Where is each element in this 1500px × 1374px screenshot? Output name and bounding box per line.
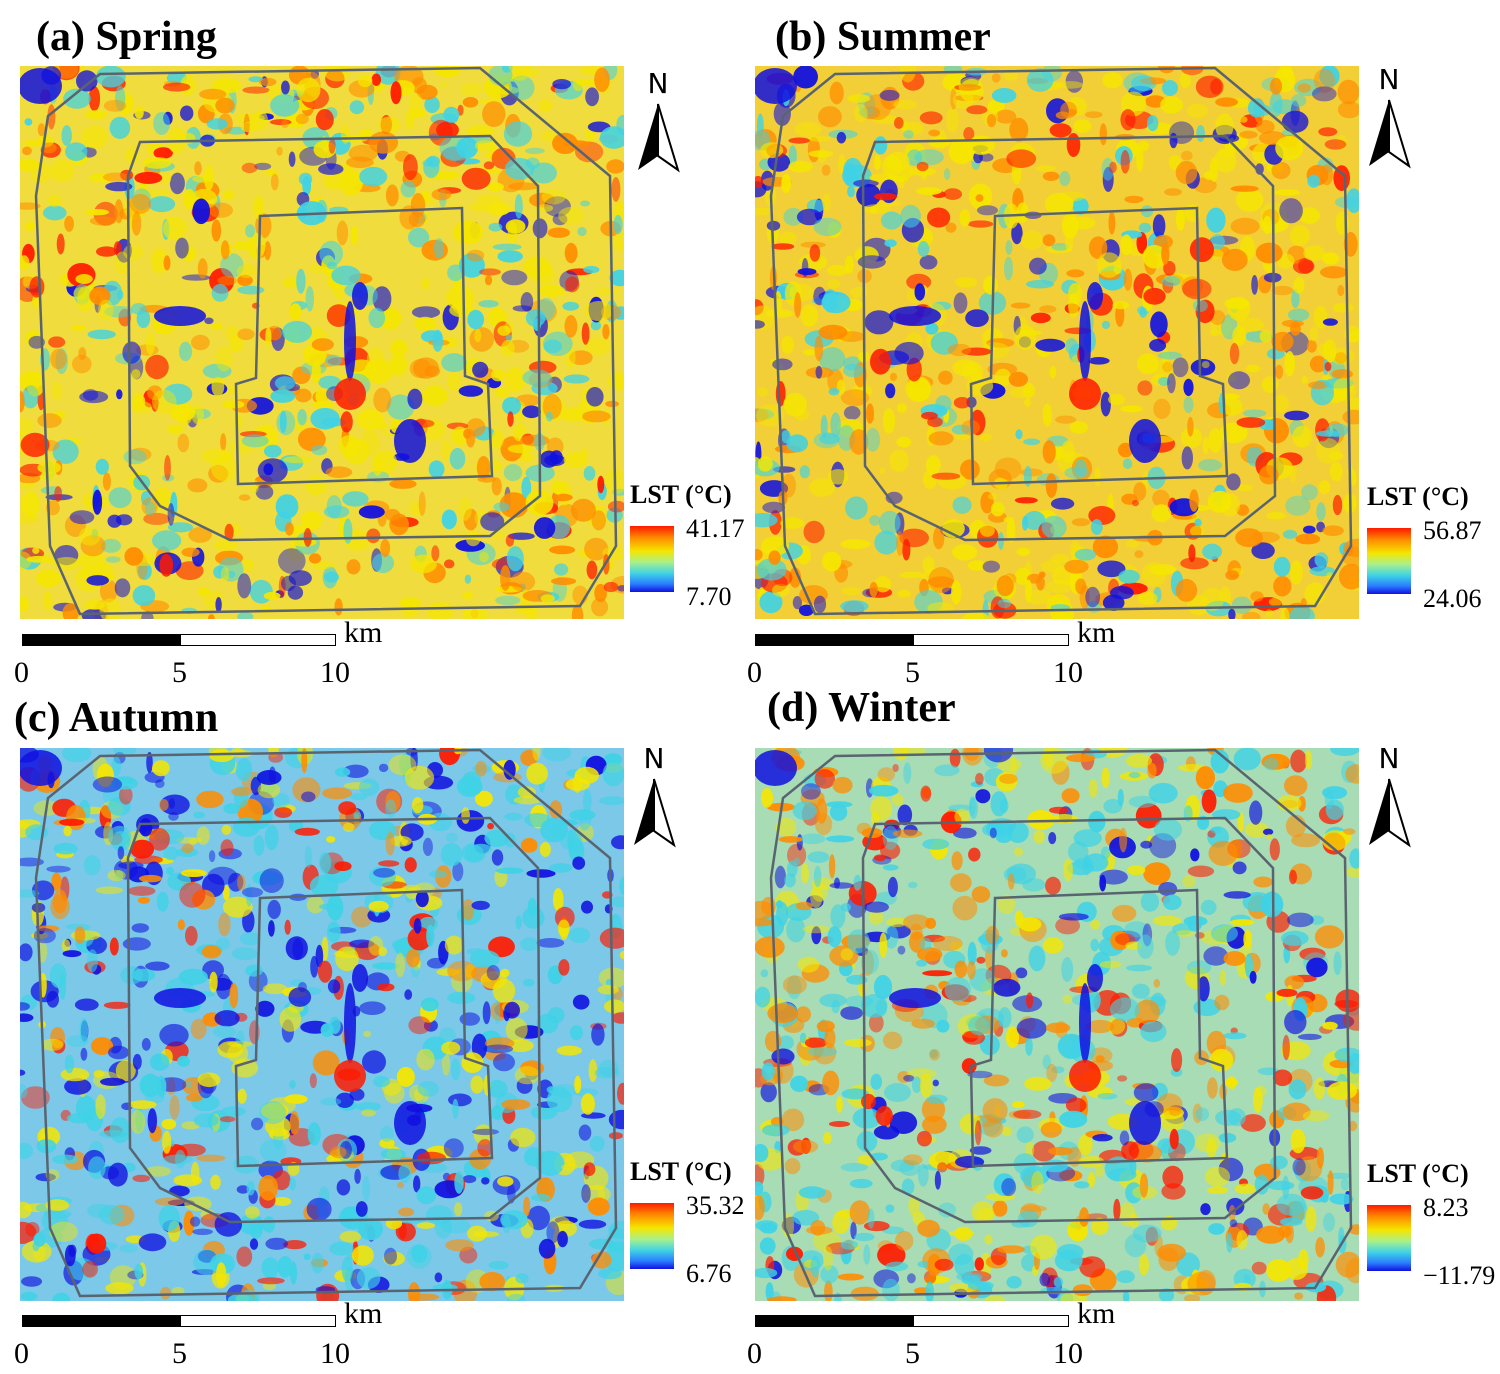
legend-max-value: 41.17 bbox=[686, 514, 745, 543]
lst-map-summer bbox=[755, 66, 1359, 619]
scale-bar: km 0 5 10 bbox=[747, 616, 1155, 690]
legend-min-value: 24.06 bbox=[1423, 584, 1482, 613]
scale-tick-10: 10 bbox=[1053, 1337, 1083, 1370]
legend-color-ramp bbox=[630, 1203, 674, 1269]
legend-min-value: 7.70 bbox=[686, 582, 732, 611]
legend-color-ramp bbox=[1367, 1205, 1411, 1271]
scale-unit: km bbox=[344, 1297, 383, 1330]
scale-tick-5: 5 bbox=[172, 656, 187, 689]
north-arrow-icon bbox=[1369, 778, 1411, 848]
legend-title: LST (°C) bbox=[1367, 1159, 1469, 1188]
panel-spring: (a) Spring N LST (°C) 41.17 7.70 km 0 5 … bbox=[0, 0, 750, 690]
ring-road-inner bbox=[969, 206, 1229, 486]
legend-max-value: 8.23 bbox=[1423, 1193, 1469, 1222]
north-label: N bbox=[1378, 63, 1400, 96]
ring-roads bbox=[34, 748, 618, 1298]
legend-min-value: −11.79 bbox=[1423, 1261, 1496, 1290]
lakes bbox=[20, 750, 426, 1145]
scale-bar: km 0 5 10 bbox=[14, 616, 422, 690]
scale-tick-5: 5 bbox=[905, 656, 920, 689]
scale-tick-0: 0 bbox=[14, 1337, 29, 1370]
scale-bar-white-segment bbox=[180, 1315, 336, 1327]
north-label: N bbox=[1378, 742, 1400, 775]
lst-raster-summer bbox=[755, 66, 1359, 619]
legend-max-value: 56.87 bbox=[1423, 516, 1482, 545]
lst-texture bbox=[20, 748, 624, 1301]
scale-tick-5: 5 bbox=[172, 1337, 187, 1370]
scale-unit: km bbox=[1077, 616, 1116, 649]
lakes bbox=[20, 68, 426, 463]
ring-road-outer bbox=[769, 66, 1353, 616]
ring-roads bbox=[769, 66, 1353, 616]
legend-title: LST (°C) bbox=[1367, 482, 1469, 511]
scale-tick-0: 0 bbox=[14, 656, 29, 689]
lakes bbox=[755, 750, 1161, 1145]
scale-unit: km bbox=[344, 616, 383, 649]
panel-winter: (d) Winter N LST (°C) 8.23 −11.79 km 0 5… bbox=[735, 685, 1495, 1374]
panel-summer: (b) Summer N LST (°C) 56.87 24.06 km 0 5… bbox=[735, 0, 1485, 690]
panel-title: (c) Autumn bbox=[14, 695, 219, 741]
scale-bar-black-segment bbox=[755, 1315, 915, 1327]
scale-tick-10: 10 bbox=[320, 1337, 350, 1370]
scale-tick-0: 0 bbox=[747, 1337, 762, 1370]
ring-road-middle bbox=[126, 816, 542, 1224]
north-arrow-icon bbox=[1369, 99, 1411, 169]
lst-legend: LST (°C) 56.87 24.06 bbox=[1367, 482, 1497, 622]
lst-raster-winter bbox=[755, 748, 1359, 1301]
north-label: N bbox=[647, 67, 669, 100]
scale-unit: km bbox=[1077, 1297, 1116, 1330]
lst-legend: LST (°C) 41.17 7.70 bbox=[630, 480, 760, 620]
ring-road-inner bbox=[234, 888, 494, 1168]
legend-max-value: 35.32 bbox=[686, 1191, 745, 1220]
ring-road-inner bbox=[969, 888, 1229, 1168]
scale-bar-black-segment bbox=[22, 1315, 182, 1327]
north-arrow-icon bbox=[634, 778, 676, 848]
scale-bar-white-segment bbox=[913, 634, 1069, 646]
scale-bar: km 0 5 10 bbox=[747, 1297, 1155, 1371]
north-arrow: N bbox=[634, 70, 694, 180]
ring-roads bbox=[34, 66, 618, 616]
north-arrow: N bbox=[630, 745, 690, 855]
legend-title: LST (°C) bbox=[630, 1157, 732, 1186]
scale-tick-10: 10 bbox=[1053, 656, 1083, 689]
lst-map-autumn bbox=[20, 748, 624, 1301]
scale-bar-black-segment bbox=[22, 634, 182, 646]
legend-color-ramp bbox=[1367, 528, 1411, 594]
lst-map-spring bbox=[20, 66, 624, 619]
scale-tick-10: 10 bbox=[320, 656, 350, 689]
panel-title: (a) Spring bbox=[36, 14, 217, 60]
ring-road-outer bbox=[34, 66, 618, 616]
scale-tick-0: 0 bbox=[747, 656, 762, 689]
north-arrow-icon bbox=[638, 103, 680, 173]
panel-title: (d) Winter bbox=[767, 685, 956, 731]
lst-map-winter bbox=[755, 748, 1359, 1301]
scale-tick-5: 5 bbox=[905, 1337, 920, 1370]
panel-title: (b) Summer bbox=[775, 14, 991, 60]
ring-road-middle bbox=[861, 816, 1277, 1224]
lst-legend: LST (°C) 35.32 6.76 bbox=[630, 1157, 760, 1297]
ring-roads bbox=[769, 748, 1353, 1298]
north-arrow: N bbox=[1365, 66, 1425, 176]
scale-bar-black-segment bbox=[755, 634, 915, 646]
legend-color-ramp bbox=[630, 526, 674, 592]
scale-bar-white-segment bbox=[913, 1315, 1069, 1327]
lakes bbox=[755, 68, 1161, 463]
ring-road-outer bbox=[34, 748, 618, 1298]
scale-bar-white-segment bbox=[180, 634, 336, 646]
lst-legend: LST (°C) 8.23 −11.79 bbox=[1367, 1159, 1497, 1299]
legend-title: LST (°C) bbox=[630, 480, 732, 509]
legend-min-value: 6.76 bbox=[686, 1259, 732, 1288]
scale-bar: km 0 5 10 bbox=[14, 1297, 422, 1371]
lst-texture bbox=[755, 66, 1359, 619]
north-arrow: N bbox=[1365, 745, 1425, 855]
ring-road-inner bbox=[234, 206, 494, 486]
lst-raster-spring bbox=[20, 66, 624, 619]
ring-road-outer bbox=[769, 748, 1353, 1298]
ring-road-middle bbox=[861, 134, 1277, 542]
panel-autumn: (c) Autumn N LST (°C) 35.32 6.76 km 0 5 … bbox=[0, 687, 750, 1374]
north-label: N bbox=[643, 742, 665, 775]
lst-raster-autumn bbox=[20, 748, 624, 1301]
ring-road-middle bbox=[126, 134, 542, 542]
